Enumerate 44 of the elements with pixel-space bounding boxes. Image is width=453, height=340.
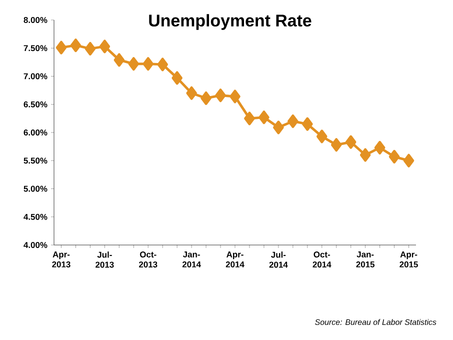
point [128, 57, 140, 71]
y-tick-label: 5.50% [24, 158, 48, 164]
point [114, 53, 125, 67]
point [142, 57, 154, 71]
x-tick-label: Jan-2014 [182, 252, 201, 268]
point [273, 120, 284, 134]
point [258, 110, 270, 124]
x-tick-label: Apr-2013 [52, 252, 70, 268]
y-tick-label: 6.50% [24, 101, 48, 108]
x-tick-label: Oct-2014 [312, 252, 332, 268]
x-tick-label: Jan-2015 [356, 252, 374, 268]
x-tick-label: Oct-2013 [139, 252, 158, 268]
x-tick-label: Apr-2015 [400, 252, 418, 268]
point [172, 71, 182, 85]
point [330, 138, 342, 152]
point [200, 91, 212, 105]
y-tick-label: 4.00% [24, 242, 48, 248]
point [99, 40, 110, 54]
x-tick-label: Apr-2014 [226, 252, 244, 268]
point [302, 117, 313, 131]
point [84, 42, 96, 56]
point [70, 38, 82, 52]
point [388, 150, 400, 164]
x-tick-label: Jul-2013 [96, 252, 114, 268]
point [186, 86, 197, 100]
point [215, 88, 226, 102]
y-tick-label: 7.00% [24, 73, 48, 80]
point [56, 40, 67, 54]
y-tick-label: 7.50% [24, 45, 48, 52]
point [374, 140, 386, 154]
y-tick-label: 8.00% [24, 17, 48, 23]
y-tick-label: 6.00% [24, 130, 48, 136]
x-tick-label: Jul-2014 [269, 252, 288, 268]
chart-title: Unemployment Rate [149, 14, 312, 30]
point [345, 135, 356, 149]
point [157, 58, 168, 72]
point [360, 148, 371, 162]
point [244, 112, 255, 126]
point [316, 130, 328, 144]
point [288, 114, 298, 128]
y-tick-label: 5.00% [24, 186, 48, 192]
point [230, 90, 240, 104]
point [403, 154, 414, 168]
y-tick-label: 4.50% [24, 214, 48, 220]
